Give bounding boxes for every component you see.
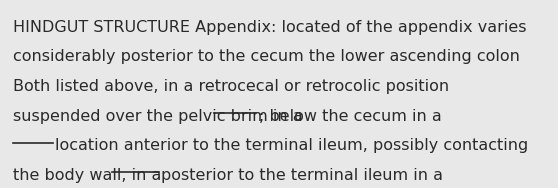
Text: Both listed above, in a retrocecal or retrocolic position: Both listed above, in a retrocecal or re… [13, 79, 449, 94]
Text: posterior to the terminal ileum in a: posterior to the terminal ileum in a [161, 168, 443, 183]
Text: location anterior to the terminal ileum, possibly contacting: location anterior to the terminal ileum,… [55, 138, 528, 153]
Text: HINDGUT STRUCTURE Appendix: located of the appendix varies: HINDGUT STRUCTURE Appendix: located of t… [13, 20, 526, 35]
Text: considerably posterior to the cecum the lower ascending colon: considerably posterior to the cecum the … [13, 49, 520, 64]
Text: ; below the cecum in a: ; below the cecum in a [258, 108, 441, 124]
Text: the body wall, in a: the body wall, in a [13, 168, 161, 183]
Text: suspended over the pelvic brim in a: suspended over the pelvic brim in a [13, 108, 302, 124]
